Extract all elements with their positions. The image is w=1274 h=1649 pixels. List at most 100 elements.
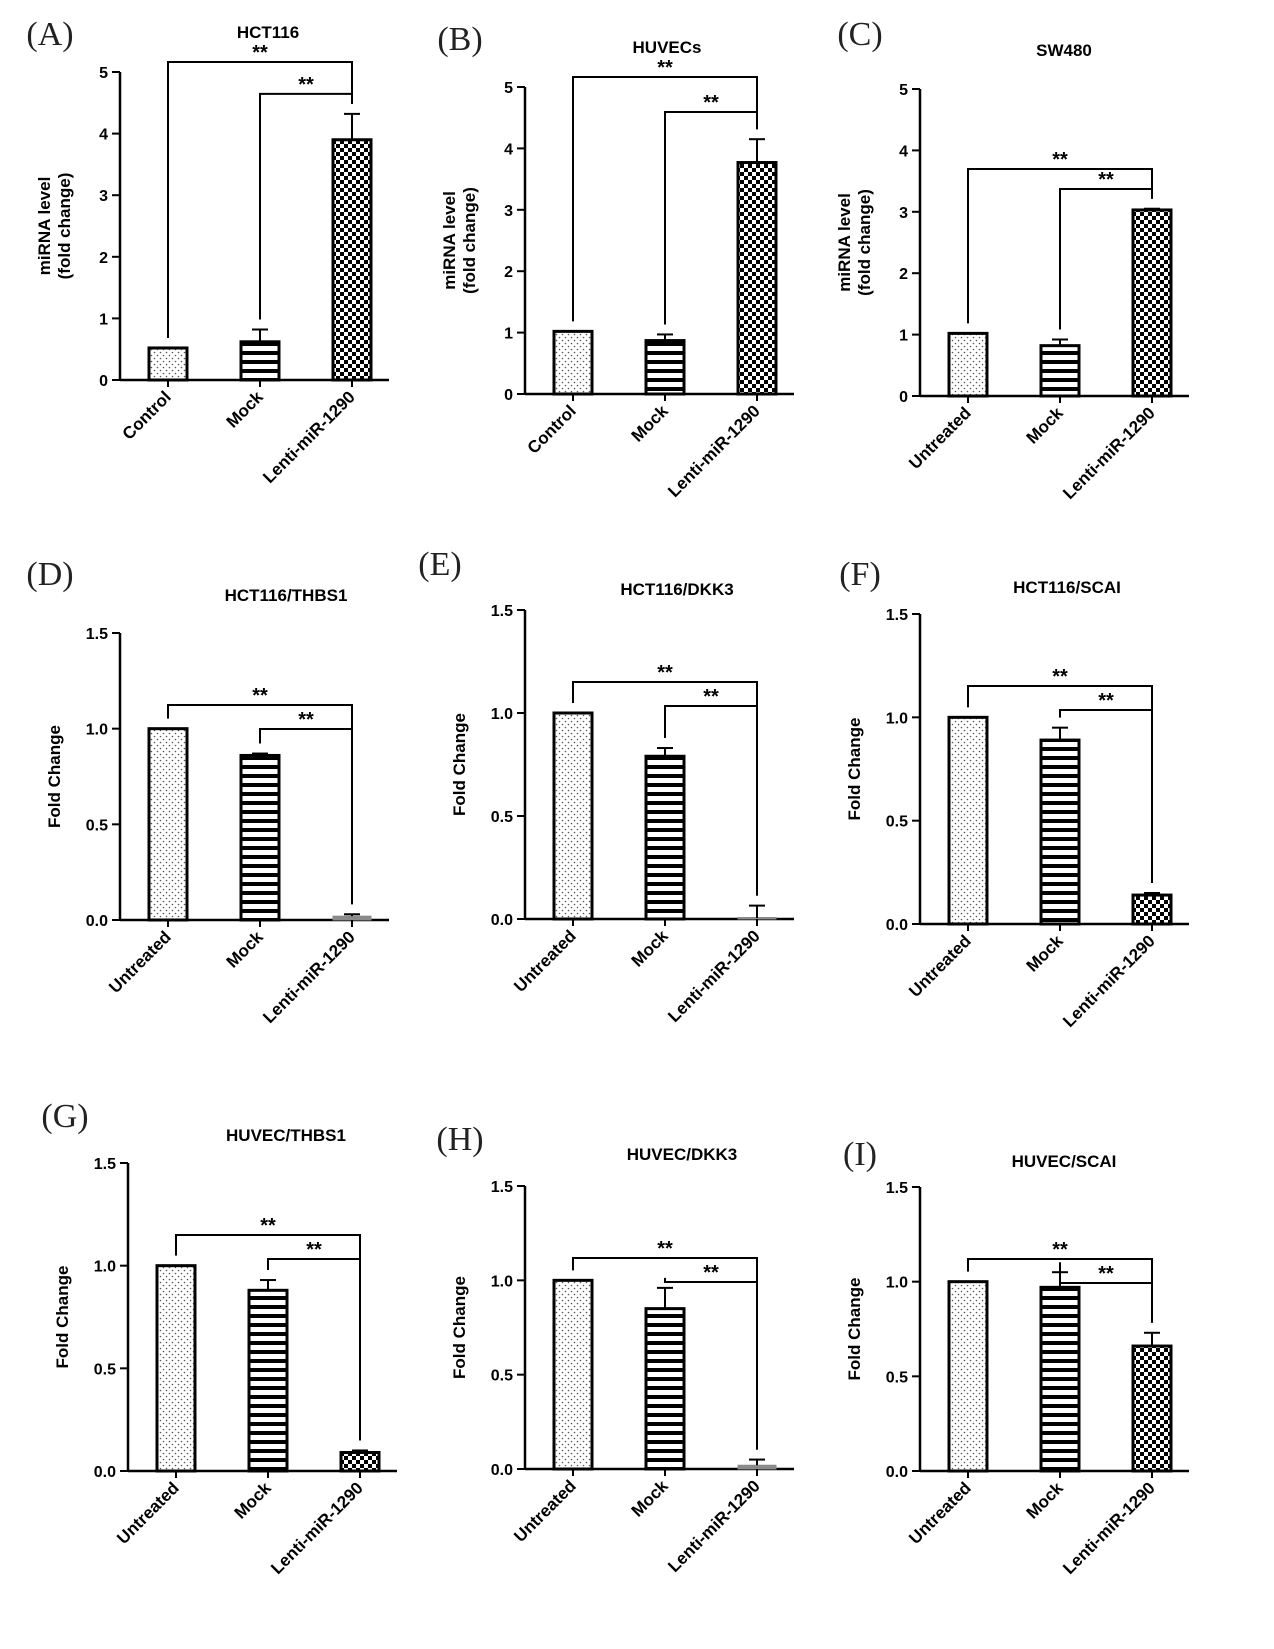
x-tick-label: Mock xyxy=(628,926,673,971)
bar-mock xyxy=(644,339,686,396)
y-axis-label-line: miRNA level xyxy=(35,177,54,276)
panel-label: (A) xyxy=(26,16,73,53)
panel-label: (H) xyxy=(436,1121,483,1158)
chart-panel-1: (A) HCT116 miRNA level (fold change) 0 1 2 3 4 5 C… xyxy=(26,16,389,487)
y-tick-label: 1.0 xyxy=(94,1259,116,1276)
panel-label: (C) xyxy=(837,16,882,53)
chart-title: SW480 xyxy=(1036,41,1092,60)
significance-bracket xyxy=(167,61,353,338)
x-tick-label: Lenti-miR-1290 xyxy=(267,1478,367,1578)
y-tick-label: 4 xyxy=(99,127,108,144)
panel-label: (I) xyxy=(843,1136,877,1173)
x-tick-label: Lenti-miR-1290 xyxy=(1059,931,1159,1031)
y-tick-label: 0.0 xyxy=(86,913,108,930)
y-axis-label: miRNA level (fold change) xyxy=(35,173,74,280)
chart-title: HCT116 xyxy=(237,23,299,42)
y-axis-label: Fold Change xyxy=(450,713,469,816)
y-tick-label: 1.5 xyxy=(491,1179,513,1196)
y-tick-label: 2 xyxy=(899,266,908,283)
y-tick-label: 3 xyxy=(504,203,513,220)
y-tick-label: 2 xyxy=(504,264,513,281)
y-axis-label-line: (fold change) xyxy=(855,189,874,296)
significance-bracket xyxy=(1059,709,1153,883)
chart-panel-7: (G) HUVEC/THBS1 Fold Change 0.0 0.5 1.0 1.5 Unt… xyxy=(41,1098,397,1578)
y-tick-label: 0.5 xyxy=(886,1369,908,1386)
significance-label: ** xyxy=(1052,666,1068,688)
x-tick-label: Mock xyxy=(223,927,268,972)
y-axis-label-line: Fold Change xyxy=(845,1278,864,1381)
y-tick-label: 4 xyxy=(504,141,513,158)
x-tick-label: Untreated xyxy=(510,1476,580,1546)
y-tick-label: 1.0 xyxy=(86,722,108,739)
significance-bracket xyxy=(664,111,758,325)
chart-panel-9: (I) HUVEC/SCAI Fold Change 0.0 0.5 1.0 1.5 Untr… xyxy=(843,1136,1189,1578)
y-tick-label: 3 xyxy=(99,188,108,205)
significance-label: ** xyxy=(1098,169,1114,191)
x-tick-label: Lenti-miR-1290 xyxy=(664,926,764,1026)
y-axis-label-line: Fold Change xyxy=(845,718,864,821)
significance-label: ** xyxy=(703,92,719,114)
x-tick-label: Mock xyxy=(223,387,268,432)
bar-control xyxy=(147,346,189,382)
bar-lenti-mir-1290 xyxy=(339,1451,381,1473)
significance-label: ** xyxy=(1052,149,1068,171)
x-tick-label: Lenti-miR-1290 xyxy=(664,401,764,501)
chart-panel-4: (D) HCT116/THBS1 Fold Change 0.0 0.5 1.0 1.5 Un… xyxy=(26,556,389,1027)
significance-bracket xyxy=(267,1258,361,1441)
y-axis-label-line: miRNA level xyxy=(835,193,854,292)
y-axis-label: miRNA level (fold change) xyxy=(440,187,479,294)
y-axis-label-line: Fold Change xyxy=(53,1266,72,1369)
bar-mock xyxy=(644,1307,686,1471)
y-tick-label: 0 xyxy=(899,389,908,406)
y-tick-label: 1.5 xyxy=(491,603,513,620)
x-tick-label: Mock xyxy=(628,401,673,446)
y-axis-label-line: Fold Change xyxy=(450,713,469,816)
significance-label: ** xyxy=(298,74,314,96)
y-tick-label: 1.5 xyxy=(94,1156,116,1173)
y-tick-label: 1.0 xyxy=(491,1273,513,1290)
significance-label: ** xyxy=(298,709,314,731)
significance-label: ** xyxy=(1052,1239,1068,1261)
x-tick-label: Untreated xyxy=(905,931,975,1001)
significance-bracket xyxy=(259,728,353,905)
x-tick-label: Untreated xyxy=(905,403,975,473)
bar-untreated xyxy=(155,1264,197,1473)
y-axis-label: Fold Change xyxy=(53,1266,72,1369)
chart-title: HCT116/THBS1 xyxy=(225,586,348,605)
y-tick-label: 1 xyxy=(899,328,908,345)
y-axis-label: Fold Change xyxy=(45,725,64,828)
bar-untreated xyxy=(147,727,189,922)
bar-lenti-mir-1290 xyxy=(1131,208,1173,398)
y-tick-label: 0.0 xyxy=(886,917,908,934)
significance-label: ** xyxy=(657,662,673,684)
significance-label: ** xyxy=(252,685,268,707)
bar-lenti-mir-1290 xyxy=(331,138,373,382)
y-tick-label: 1.5 xyxy=(886,607,908,624)
x-tick-label: Control xyxy=(524,401,580,457)
significance-label: ** xyxy=(703,1262,719,1284)
y-tick-label: 0.5 xyxy=(94,1361,116,1378)
significance-label: ** xyxy=(260,1215,276,1237)
bar-lenti-mir-1290 xyxy=(332,915,372,921)
bar-mock xyxy=(1039,738,1081,926)
x-tick-label: Untreated xyxy=(105,927,175,997)
y-tick-label: 1.0 xyxy=(886,710,908,727)
y-tick-label: 1.5 xyxy=(886,1180,908,1197)
chart-title: HCT116/SCAI xyxy=(1013,578,1121,597)
chart-panel-2: (B) HUVECs miRNA level (fold change) 0 1 2 3 4 5 C… xyxy=(437,21,794,501)
chart-panel-3: (C) SW480 miRNA level (fold change) 0 1 2 3 4 5 Un… xyxy=(835,16,1189,503)
bar-untreated xyxy=(947,331,989,398)
y-tick-label: 0.0 xyxy=(491,912,513,929)
y-tick-label: 4 xyxy=(899,143,908,160)
x-tick-label: Control xyxy=(119,387,175,443)
y-axis-label: Fold Change xyxy=(450,1276,469,1379)
y-tick-label: 2 xyxy=(99,250,108,267)
x-tick-label: Untreated xyxy=(113,1478,183,1548)
y-tick-label: 1.0 xyxy=(491,706,513,723)
panel-label: (F) xyxy=(839,556,881,593)
bar-lenti-mir-1290 xyxy=(736,161,778,396)
bar-untreated xyxy=(947,1280,989,1473)
y-tick-label: 1 xyxy=(504,326,513,343)
y-axis-label: miRNA level (fold change) xyxy=(835,189,874,296)
y-tick-label: 5 xyxy=(99,65,108,82)
